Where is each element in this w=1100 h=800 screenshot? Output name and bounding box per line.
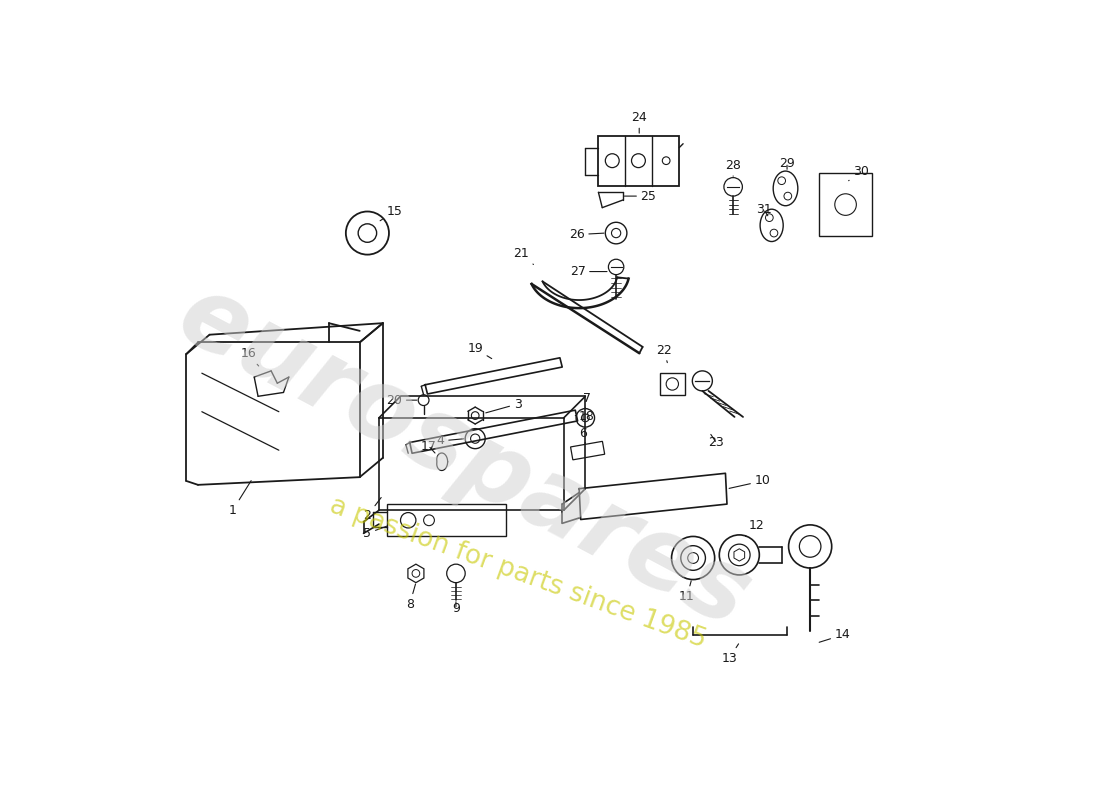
Text: 1: 1 [229, 481, 251, 517]
Text: 10: 10 [729, 474, 770, 488]
Bar [387, 504, 506, 537]
Text: 15: 15 [381, 205, 403, 221]
Text: 30: 30 [849, 165, 869, 181]
Text: 25: 25 [625, 190, 657, 202]
Text: 6: 6 [579, 426, 587, 443]
Bar [598, 136, 680, 186]
Text: 7: 7 [583, 392, 591, 409]
Text: a passion for parts since 1985: a passion for parts since 1985 [326, 493, 710, 654]
Text: 20: 20 [386, 394, 417, 406]
Bar [660, 373, 684, 394]
Text: 4: 4 [437, 434, 464, 447]
Text: 22: 22 [656, 344, 672, 362]
Text: 21: 21 [514, 247, 534, 265]
Text: 3: 3 [486, 398, 521, 413]
Text: 11: 11 [679, 581, 695, 603]
Text: 19: 19 [468, 342, 492, 358]
Text: 5: 5 [363, 526, 387, 540]
Text: 26: 26 [569, 228, 604, 241]
Text: 28: 28 [725, 158, 741, 176]
Bar [820, 173, 871, 236]
Text: 31: 31 [756, 203, 772, 217]
Text: 23: 23 [708, 434, 724, 449]
Text: 29: 29 [779, 158, 795, 170]
Text: 9: 9 [452, 602, 460, 614]
Text: 8: 8 [406, 584, 416, 610]
Bar [571, 442, 605, 460]
Text: 12: 12 [746, 519, 764, 537]
Text: 27: 27 [570, 265, 607, 278]
Text: eurospares: eurospares [162, 266, 766, 650]
Text: 13: 13 [722, 644, 738, 665]
Text: 2: 2 [363, 498, 382, 522]
Text: 18: 18 [575, 410, 595, 423]
Text: 17: 17 [421, 440, 437, 453]
Text: 24: 24 [631, 111, 647, 133]
Text: 16: 16 [240, 347, 258, 366]
Text: 14: 14 [820, 629, 850, 642]
